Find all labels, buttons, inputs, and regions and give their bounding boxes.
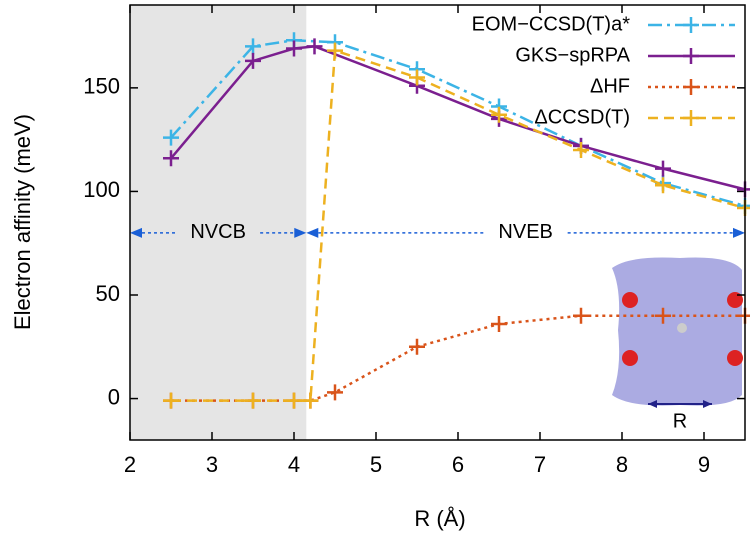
x-tick-label: 9: [698, 452, 710, 477]
data-point: [409, 69, 425, 86]
y-axis-label: Electron affinity (meV): [10, 114, 35, 330]
data-point: [573, 307, 589, 324]
data-point: [286, 40, 302, 57]
legend-marker: [683, 79, 699, 95]
legend-label: ΔCCSD(T): [534, 106, 630, 128]
data-point: [573, 142, 589, 158]
x-tick-label: 5: [370, 452, 382, 477]
y-tick-label: 0: [108, 384, 120, 409]
background-layer: [130, 5, 307, 440]
inset-atom: [677, 323, 687, 333]
data-point: [655, 307, 671, 324]
data-point: [163, 392, 179, 409]
annotation-label: NVCB: [190, 221, 246, 243]
data-point: [737, 181, 750, 198]
data-point: [306, 38, 323, 55]
inset-surface: [612, 257, 742, 406]
data-point: [245, 38, 261, 55]
inset-atom: [727, 292, 743, 308]
y-tick-label: 150: [83, 74, 120, 99]
legend-marker: [683, 17, 699, 33]
x-axis-label: R (Å): [414, 506, 465, 531]
legend-label: EOM−CCSD(T)a*: [472, 13, 631, 35]
inset-atom: [622, 350, 638, 366]
data-point: [737, 197, 750, 214]
series-line: [171, 48, 746, 402]
series-line: [171, 314, 745, 402]
x-tick-label: 7: [534, 452, 546, 477]
y-tick-label: 50: [96, 281, 120, 306]
annotation-label: NVEB: [498, 221, 552, 243]
inset-image: R: [612, 257, 743, 432]
data-point: [286, 392, 302, 409]
x-tick-label: 8: [616, 452, 628, 477]
data-point: [491, 316, 507, 332]
x-tick-label: 4: [288, 452, 300, 477]
data-point: [163, 129, 179, 146]
plot-frame: [129, 4, 746, 441]
data-point: [245, 52, 261, 69]
x-tick-label: 6: [452, 452, 464, 477]
data-point: [163, 150, 179, 167]
data-point: [737, 200, 750, 216]
data-point: [655, 160, 671, 177]
y-tick-label: 100: [83, 177, 120, 202]
inset-atom: [727, 350, 743, 366]
data-point: [327, 384, 343, 401]
data-point: [409, 338, 425, 355]
data-point: [655, 177, 671, 194]
plot-layer: 2 3 4 5 6 7 8 9 0 50 100 150 NVCB NVEB EOM−CCSD(T)a* GK…: [83, 4, 750, 477]
inset-atom: [622, 292, 638, 308]
x-tick-label: 3: [206, 452, 218, 477]
legend-marker: [683, 110, 699, 126]
legend-label: GKS−spRPA: [515, 44, 630, 66]
x-tick-label: 2: [124, 452, 136, 477]
legend-label: ΔHF: [590, 75, 630, 97]
legend-marker: [683, 48, 699, 64]
data-point: [245, 392, 261, 409]
inset-label: R: [673, 410, 687, 432]
data-point: [491, 106, 507, 123]
data-point: [302, 392, 319, 409]
shaded-region: [130, 5, 307, 440]
data-point: [327, 42, 343, 59]
